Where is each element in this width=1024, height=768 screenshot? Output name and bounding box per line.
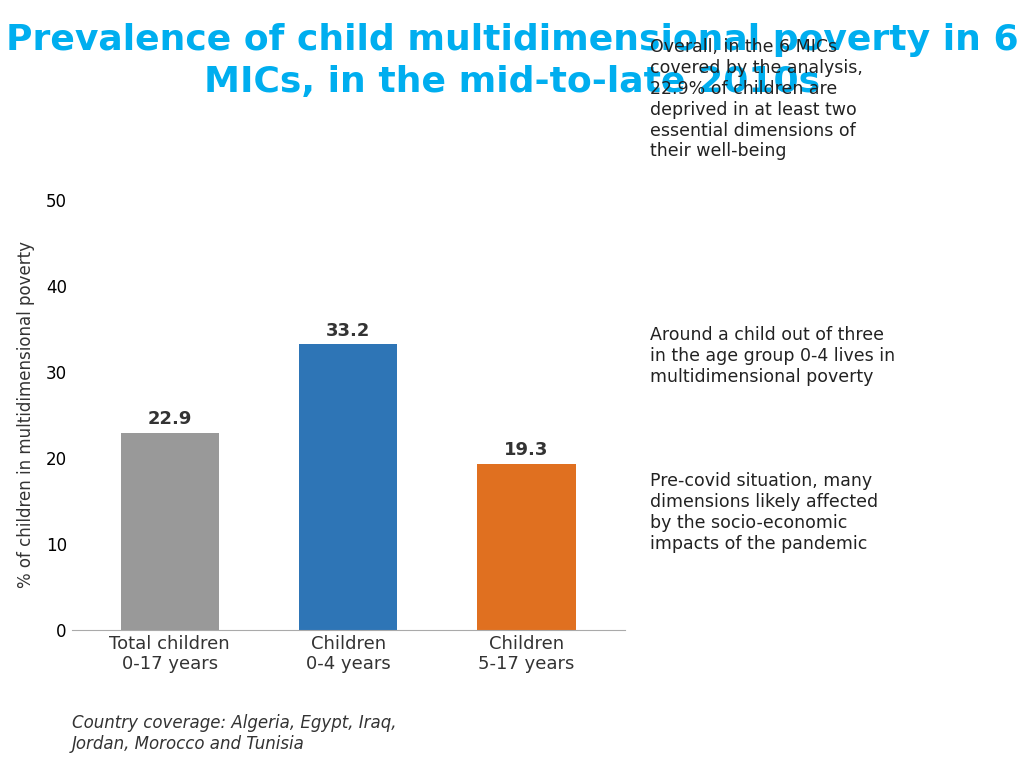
Text: Country coverage: Algeria, Egypt, Iraq,
Jordan, Morocco and Tunisia: Country coverage: Algeria, Egypt, Iraq, … xyxy=(72,713,396,753)
Text: Around a child out of three
in the age group 0-4 lives in
multidimensional pover: Around a child out of three in the age g… xyxy=(650,326,895,386)
Text: Overall, in the 6 MICs
covered by the analysis,
22.9% of children are
deprived i: Overall, in the 6 MICs covered by the an… xyxy=(650,38,863,161)
Bar xyxy=(477,464,575,630)
Y-axis label: % of children in multidimensional poverty: % of children in multidimensional povert… xyxy=(16,241,35,588)
Text: 22.9: 22.9 xyxy=(147,410,191,429)
Bar xyxy=(299,344,397,630)
Text: Prevalence of child multidimensional poverty in 6
MICs, in the mid-to-late 2010s: Prevalence of child multidimensional pov… xyxy=(6,23,1018,99)
Text: 19.3: 19.3 xyxy=(505,442,549,459)
Bar xyxy=(121,433,219,630)
Text: Pre-covid situation, many
dimensions likely affected
by the socio-economic
impac: Pre-covid situation, many dimensions lik… xyxy=(650,472,879,553)
Text: 33.2: 33.2 xyxy=(326,322,371,340)
